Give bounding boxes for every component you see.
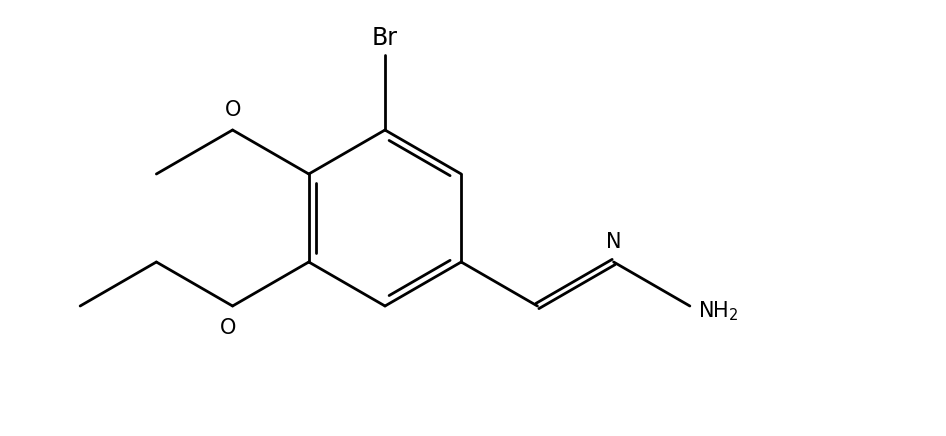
Text: O: O <box>224 100 241 120</box>
Text: NH$_2$: NH$_2$ <box>698 299 739 323</box>
Text: Br: Br <box>372 26 398 50</box>
Text: N: N <box>605 232 622 252</box>
Text: O: O <box>219 318 236 338</box>
